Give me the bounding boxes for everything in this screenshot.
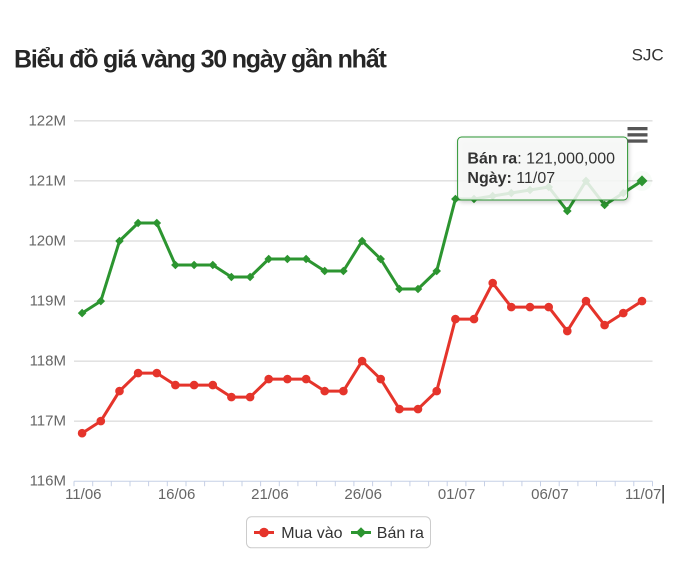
svg-text:26/06: 26/06 (344, 486, 382, 503)
svg-text:21/06: 21/06 (251, 486, 289, 503)
svg-text:Mua vào: Mua vào (281, 525, 342, 542)
svg-text:Biểu đồ giá vàng 30 ngày gần n: Biểu đồ giá vàng 30 ngày gần nhất (14, 46, 387, 74)
svg-text:SJC: SJC (632, 46, 664, 65)
svg-text:Bán ra: 121,000,000: Bán ra: 121,000,000 (467, 150, 615, 167)
svg-text:122M: 122M (28, 112, 66, 129)
svg-text:121M: 121M (28, 172, 66, 189)
svg-text:116M: 116M (30, 473, 66, 490)
svg-text:119M: 119M (30, 293, 66, 310)
svg-text:11/07: 11/07 (625, 486, 661, 503)
svg-text:11/06: 11/06 (65, 486, 101, 503)
svg-text:120M: 120M (28, 233, 66, 250)
svg-text:Bán ra: Bán ra (377, 525, 424, 542)
svg-text:Ngày: 11/07: Ngày: 11/07 (467, 170, 555, 187)
svg-text:16/06: 16/06 (158, 486, 196, 503)
svg-text:117M: 117M (30, 413, 66, 430)
svg-text:118M: 118M (30, 353, 66, 370)
svg-text:01/07: 01/07 (438, 486, 476, 503)
svg-text:06/07: 06/07 (531, 486, 569, 503)
